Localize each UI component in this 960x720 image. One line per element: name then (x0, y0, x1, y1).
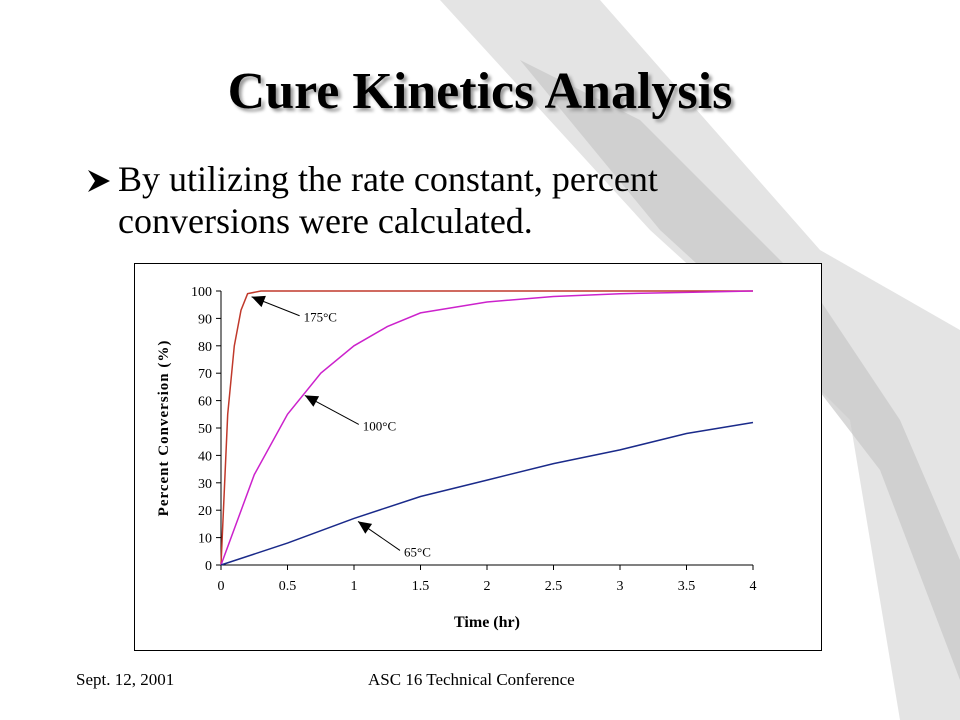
y-tick-label: 30 (198, 477, 212, 492)
x-tick-label: 0.5 (279, 579, 297, 594)
x-axis-label: Time (hr) (454, 614, 520, 631)
y-tick-label: 0 (205, 559, 212, 574)
y-tick-label: 70 (198, 367, 212, 382)
y-tick-label: 10 (198, 532, 212, 547)
x-tick-label: 3 (617, 579, 624, 594)
series-line-2 (220, 290, 754, 566)
y-tick-label: 100 (191, 285, 212, 300)
y-tick-label: 90 (198, 312, 212, 327)
chart-frame: 0 10 20 30 40 50 60 70 80 90 100 0 0.5 1 1.5 2 2.5 3 3.5 4 T… (134, 263, 822, 651)
y-tick-label: 20 (198, 504, 212, 519)
arrowhead-bullet-icon (88, 170, 110, 192)
annotation-arrowhead (358, 521, 373, 534)
footer-conference: ASC 16 Technical Conference (368, 670, 575, 689)
annotation-arrowhead (304, 395, 320, 407)
x-tick-label: 2.5 (545, 579, 563, 594)
x-tick-label: 3.5 (678, 579, 696, 594)
y-tick-label: 40 (198, 449, 212, 464)
y-axis-label: Percent Conversion (%) (156, 340, 172, 517)
bullet-text: By utilizing the rate constant, percent … (118, 159, 658, 241)
annotation-label: 100°C (363, 418, 396, 433)
y-tick-label: 60 (198, 395, 212, 410)
annotation-label: 175°C (304, 310, 337, 325)
conversion-chart: 0 10 20 30 40 50 60 70 80 90 100 0 0.5 1 1.5 2 2.5 3 3.5 4 T… (156, 285, 757, 631)
series-line-3 (220, 421, 754, 566)
annotation-arrowhead (251, 295, 266, 308)
y-tick-label: 80 (198, 340, 212, 355)
y-tick-label: 50 (198, 422, 212, 437)
x-tick-label: 2 (484, 579, 491, 594)
x-tick-label: 0 (218, 579, 225, 594)
x-tick-label: 4 (750, 579, 757, 594)
footer-date: Sept. 12, 2001 (76, 670, 175, 689)
x-tick-label: 1 (351, 579, 358, 594)
annotation-label: 65°C (404, 544, 431, 559)
x-tick-label: 1.5 (412, 579, 430, 594)
series-line-1 (220, 290, 753, 566)
slide-title: Cure Kinetics Analysis (227, 63, 733, 120)
